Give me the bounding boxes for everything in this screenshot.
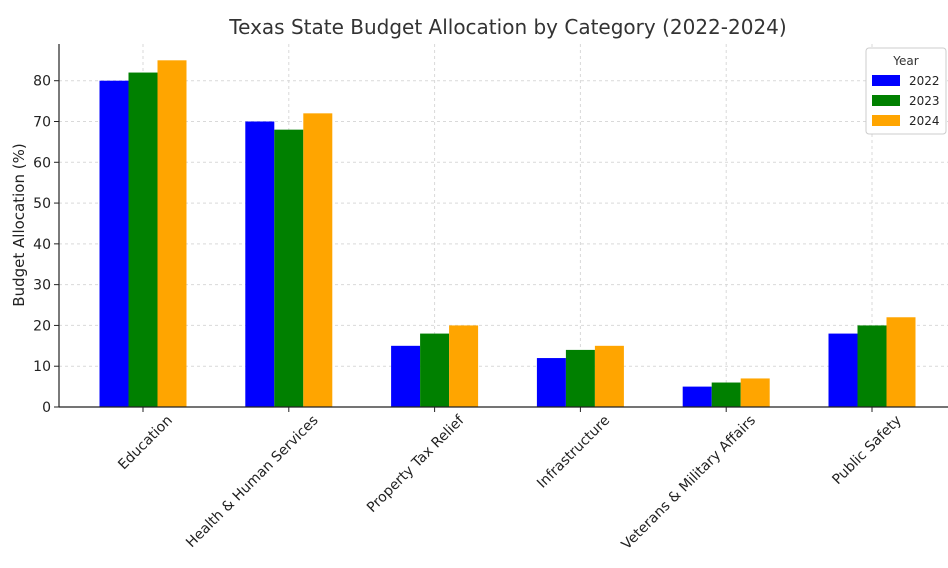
y-tick-label: 30 (33, 278, 51, 294)
x-tick-label: Education (115, 413, 176, 474)
y-tick-label: 0 (42, 400, 51, 416)
bar-2022-5 (828, 333, 858, 407)
bar-2024-3 (594, 345, 624, 407)
x-tick-label: Property Tax Relief (364, 412, 468, 516)
bar-2023-1 (274, 129, 304, 408)
y-tick-label: 80 (33, 74, 51, 90)
bar-2024-4 (740, 378, 770, 407)
bar-2024-1 (303, 113, 333, 407)
y-axis-ticks: 0 10 20 30 40 50 60 70 80 (33, 74, 59, 416)
bar-2022-0 (99, 80, 129, 408)
legend-swatch-2023 (872, 95, 900, 106)
x-tick-label: Infrastructure (534, 413, 613, 492)
bar-2022-3 (536, 358, 566, 407)
y-tick-label: 10 (33, 359, 51, 375)
bar-2023-2 (420, 333, 450, 407)
bar-2023-0 (128, 72, 158, 407)
bar-2022-1 (245, 121, 275, 407)
legend-swatch-2022 (872, 75, 900, 86)
bar-2023-5 (857, 325, 887, 407)
x-tick-label: Health & Human Services (183, 413, 321, 551)
axes (58, 44, 948, 408)
bar-2022-4 (682, 386, 712, 407)
bar-2024-2 (449, 325, 479, 407)
y-tick-label: 40 (33, 237, 51, 253)
legend-swatch-2024 (872, 115, 900, 126)
y-axis-label: Budget Allocation (%) (10, 143, 28, 306)
y-tick-label: 60 (33, 155, 51, 171)
y-tick-label: 20 (33, 318, 51, 334)
bar-2024-5 (886, 317, 916, 407)
bars (99, 60, 916, 408)
legend: Year 2022 2023 2024 (865, 47, 947, 135)
grid (59, 44, 948, 408)
bar-2024-0 (157, 60, 187, 407)
bar-2023-4 (711, 382, 741, 407)
x-tick-label: Veterans & Military Affairs (619, 413, 759, 553)
y-tick-label: 70 (33, 114, 51, 130)
x-axis-ticks: Education Health & Human Services Property… (115, 407, 905, 553)
legend-box (865, 47, 947, 135)
bar-2022-2 (391, 345, 421, 407)
legend-title: Year (892, 54, 918, 68)
legend-label-2023: 2023 (909, 94, 940, 108)
x-tick-label: Public Safety (829, 413, 904, 488)
legend-label-2022: 2022 (909, 74, 940, 88)
legend-label-2024: 2024 (909, 114, 940, 128)
y-tick-label: 50 (33, 196, 51, 212)
chart-title: Texas State Budget Allocation by Categor… (228, 15, 786, 39)
bar-2023-3 (565, 349, 595, 407)
